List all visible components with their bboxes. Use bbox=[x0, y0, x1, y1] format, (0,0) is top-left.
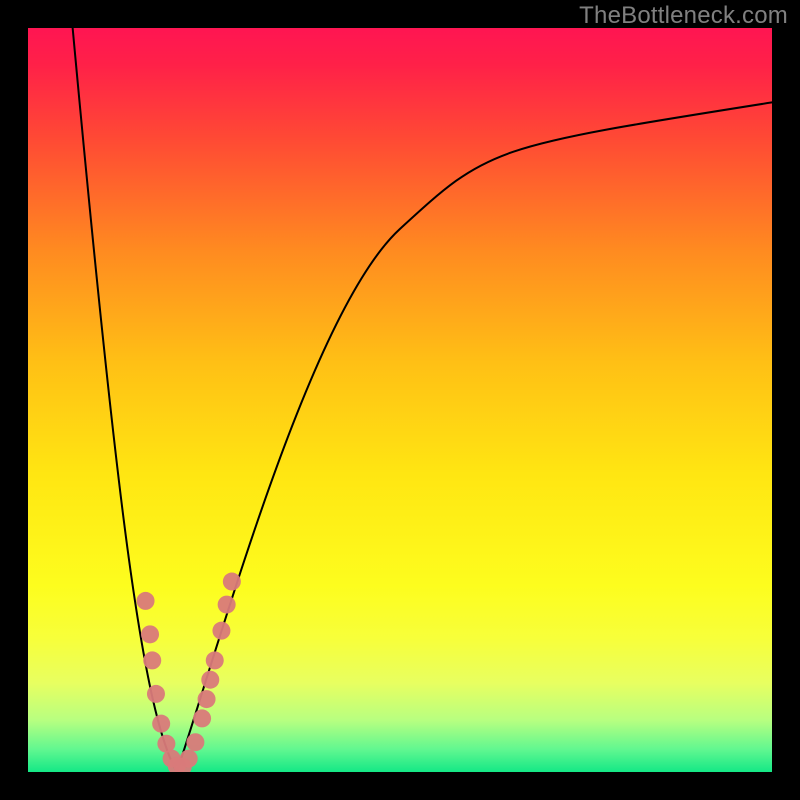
data-marker bbox=[223, 573, 241, 591]
data-marker bbox=[212, 622, 230, 640]
data-marker bbox=[180, 750, 198, 768]
data-marker bbox=[218, 596, 236, 614]
marker-group bbox=[137, 573, 241, 772]
data-marker bbox=[206, 651, 224, 669]
data-marker bbox=[137, 592, 155, 610]
data-marker bbox=[201, 671, 219, 689]
data-marker bbox=[147, 685, 165, 703]
data-marker bbox=[193, 709, 211, 727]
chart-container: TheBottleneck.com bbox=[0, 0, 800, 800]
plot-area bbox=[28, 28, 772, 772]
data-marker bbox=[152, 715, 170, 733]
data-marker bbox=[198, 690, 216, 708]
data-marker bbox=[186, 733, 204, 751]
v-curve-right bbox=[177, 102, 772, 772]
data-marker bbox=[141, 625, 159, 643]
v-curve-layer bbox=[28, 28, 772, 772]
watermark-text: TheBottleneck.com bbox=[579, 2, 788, 30]
data-marker bbox=[143, 651, 161, 669]
